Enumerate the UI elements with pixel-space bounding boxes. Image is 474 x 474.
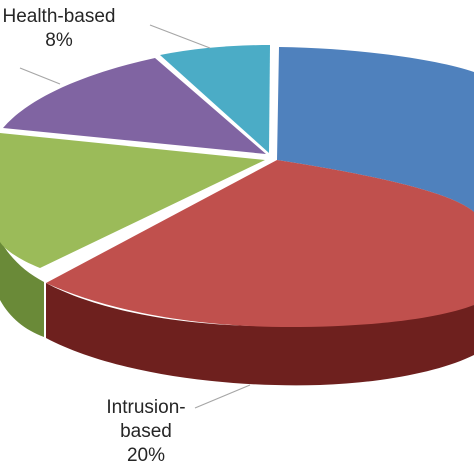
- health-based-label-line1: Health-based: [2, 6, 116, 27]
- leader-line-purple: [19, 67, 61, 85]
- leader-line-health: [149, 24, 211, 49]
- slice-purple: [3, 58, 266, 154]
- intrusion-based-label-line1: Intrusion-: [106, 397, 186, 418]
- slice-cyan: [160, 45, 270, 153]
- slice-blue: [277, 47, 474, 212]
- health-based-percent: 8%: [45, 30, 73, 51]
- slice-side-green: [0, 240, 44, 337]
- leader-line-intrusion: [194, 384, 251, 409]
- health-based-label: Health-based 8%: [0, 5, 121, 53]
- slice-green: [0, 133, 265, 268]
- slice-side-red: [46, 283, 474, 386]
- intrusion-based-percent: 20%: [126, 445, 166, 466]
- intrusion-based-label-line2: based: [120, 421, 172, 442]
- slice-red: [46, 160, 474, 328]
- intrusion-based-label: Intrusion- based 20%: [92, 396, 200, 468]
